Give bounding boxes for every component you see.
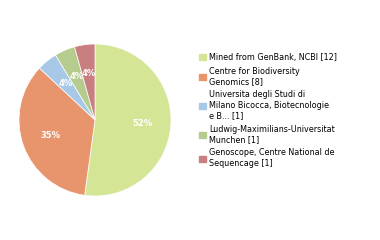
Wedge shape xyxy=(40,55,95,120)
Text: 4%: 4% xyxy=(81,69,96,78)
Text: 4%: 4% xyxy=(58,79,72,88)
Wedge shape xyxy=(55,47,95,120)
Wedge shape xyxy=(74,44,95,120)
Text: 4%: 4% xyxy=(69,72,83,81)
Wedge shape xyxy=(19,68,95,195)
Legend: Mined from GenBank, NCBI [12], Centre for Biodiversity
Genomics [8], Universita : Mined from GenBank, NCBI [12], Centre fo… xyxy=(198,52,339,169)
Wedge shape xyxy=(85,44,171,196)
Text: 35%: 35% xyxy=(41,131,60,140)
Text: 52%: 52% xyxy=(132,119,152,128)
